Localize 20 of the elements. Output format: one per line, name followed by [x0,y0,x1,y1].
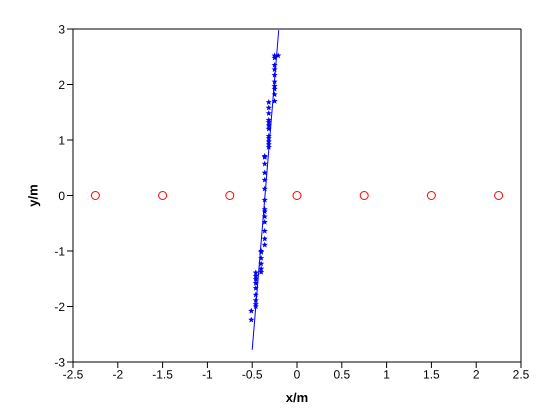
y-tick-label: 3 [58,22,66,36]
x-tick-label: -2 [112,368,124,382]
x-axis-title: x/m [286,390,308,405]
y-tick-label: -3 [54,355,66,370]
x-tick-label: 0 [294,368,301,382]
x-tick-label: 1 [383,368,390,382]
x-tick-label: 1.5 [423,368,440,382]
y-tick-label: 0 [58,188,66,203]
x-tick-label: 2 [472,368,480,382]
x-tick-label: -2.5 [62,368,84,382]
y-tick-label: -2 [54,300,66,314]
y-tick-label: 1 [58,133,66,148]
x-tick-label: 0.5 [333,368,350,382]
x-tick-label: -0.5 [242,368,263,382]
y-axis-title: y/m [26,184,41,207]
y-tick-label: -1 [54,244,66,258]
y-tick-label: 2 [58,78,66,92]
x-tick-label: 2.5 [512,368,530,382]
x-tick-label: -1.5 [152,368,174,382]
x-tick-label: -1 [202,368,214,382]
